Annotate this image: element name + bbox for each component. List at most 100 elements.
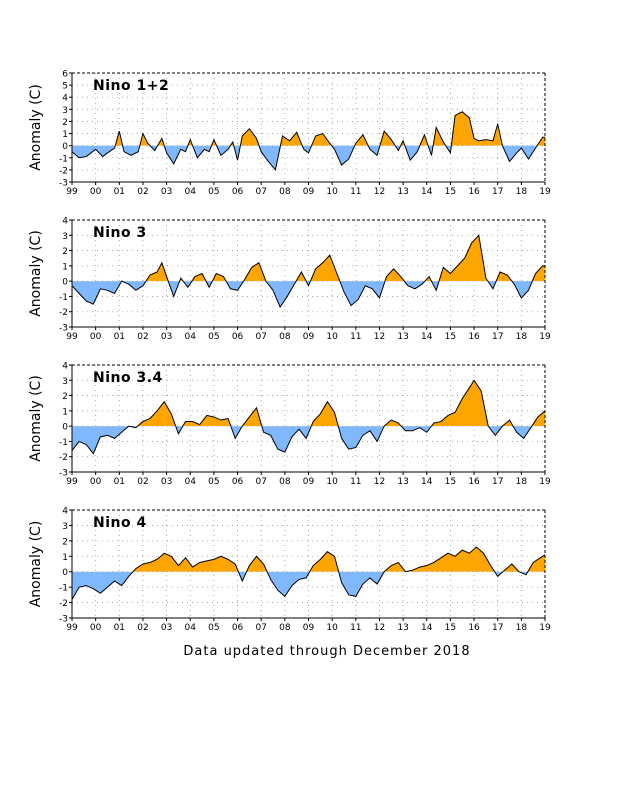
x-tick-label: 18	[516, 187, 528, 197]
x-tick-label: 08	[279, 623, 291, 633]
y-tick-label: 3	[62, 522, 68, 532]
x-tick-label: 19	[539, 187, 551, 197]
x-tick-label: 10	[326, 623, 338, 633]
panel-title: Nino 1+2	[93, 78, 169, 94]
x-tick-label: 16	[468, 332, 480, 342]
panel-title: Nino 4	[93, 515, 147, 531]
x-tick-label: 04	[185, 477, 197, 487]
x-tick-label: 02	[137, 187, 148, 197]
x-tick-label: 05	[208, 332, 219, 342]
x-tick-label: 09	[303, 623, 315, 633]
update-footer: Data updated through December 2018	[183, 644, 470, 659]
y-axis-label: Anomaly (C)	[28, 521, 44, 608]
x-tick-label: 14	[421, 332, 433, 342]
x-tick-label: 07	[255, 332, 266, 342]
x-tick-label: 14	[421, 623, 433, 633]
y-tick-label: 3	[62, 106, 68, 116]
y-tick-label: 2	[62, 392, 68, 402]
x-tick-label: 99	[66, 477, 78, 487]
panel-title: Nino 3.4	[93, 370, 163, 386]
x-tick-label: 19	[539, 332, 551, 342]
negative-anomaly-fill	[72, 281, 533, 308]
y-tick-label: 3	[62, 377, 68, 387]
x-tick-label: 11	[350, 623, 361, 633]
negative-anomaly-fill	[72, 145, 545, 170]
y-tick-label: 3	[62, 232, 68, 242]
y-tick-label: 2	[62, 537, 68, 547]
x-tick-label: 01	[114, 477, 125, 487]
x-tick-label: 19	[539, 477, 551, 487]
x-tick-label: 17	[492, 332, 503, 342]
x-tick-label: 08	[279, 187, 291, 197]
y-axis-label: Anomaly (C)	[28, 84, 44, 171]
x-tick-label: 06	[232, 477, 244, 487]
x-tick-label: 02	[137, 477, 148, 487]
x-tick-label: 02	[137, 332, 148, 342]
x-tick-label: 13	[397, 623, 408, 633]
x-tick-label: 04	[185, 332, 197, 342]
anomaly-series-line	[71, 234, 545, 309]
x-tick-label: 12	[374, 187, 385, 197]
y-tick-label: 0	[62, 568, 68, 578]
x-tick-label: 11	[350, 477, 361, 487]
positive-anomaly-fill	[72, 380, 545, 427]
x-tick-label: 06	[232, 623, 244, 633]
x-tick-label: 15	[445, 623, 456, 633]
x-tick-label: 11	[350, 332, 361, 342]
y-tick-label: 4	[62, 507, 68, 517]
x-tick-label: 08	[279, 477, 291, 487]
x-tick-label: 05	[208, 477, 219, 487]
x-tick-label: 12	[374, 623, 385, 633]
x-tick-label: 11	[350, 187, 361, 197]
x-tick-label: 03	[161, 332, 172, 342]
y-tick-label: -1	[59, 438, 68, 448]
x-tick-label: 10	[326, 477, 338, 487]
y-tick-label: -2	[59, 453, 68, 463]
y-tick-label: 5	[62, 82, 68, 92]
x-tick-label: 00	[90, 623, 102, 633]
y-tick-label: 1	[62, 553, 68, 563]
x-tick-label: 06	[232, 332, 244, 342]
x-tick-label: 09	[303, 332, 315, 342]
y-axis-label: Anomaly (C)	[28, 375, 44, 462]
x-tick-label: 13	[397, 187, 408, 197]
y-tick-label: 4	[62, 217, 68, 227]
y-axis-label: Anomaly (C)	[28, 230, 44, 317]
x-tick-label: 17	[492, 623, 503, 633]
y-tick-label: -2	[59, 308, 68, 318]
x-tick-label: 15	[445, 187, 456, 197]
x-tick-label: 17	[492, 477, 503, 487]
y-tick-label: 0	[62, 142, 68, 152]
x-tick-label: 10	[326, 332, 338, 342]
y-tick-label: -3	[59, 615, 68, 625]
x-tick-label: 05	[208, 623, 219, 633]
x-tick-label: 19	[539, 623, 551, 633]
y-tick-label: 4	[62, 94, 68, 104]
x-tick-label: 12	[374, 477, 385, 487]
x-tick-label: 99	[66, 623, 78, 633]
y-tick-label: 1	[62, 262, 68, 272]
x-tick-label: 15	[445, 332, 456, 342]
x-tick-label: 04	[185, 623, 197, 633]
x-tick-label: 09	[303, 187, 315, 197]
x-tick-label: 07	[255, 623, 266, 633]
x-tick-label: 18	[516, 623, 528, 633]
x-tick-label: 15	[445, 477, 456, 487]
y-tick-label: 2	[62, 118, 68, 128]
y-tick-label: 0	[62, 423, 68, 433]
x-tick-label: 01	[114, 623, 125, 633]
x-tick-label: 03	[161, 187, 172, 197]
y-tick-label: 1	[62, 130, 68, 140]
x-tick-label: 16	[468, 477, 480, 487]
y-tick-label: -1	[59, 293, 68, 303]
y-tick-label: 2	[62, 247, 68, 257]
x-tick-label: 01	[114, 187, 125, 197]
y-tick-label: -1	[59, 154, 68, 164]
x-tick-label: 06	[232, 187, 244, 197]
negative-anomaly-fill	[72, 426, 532, 454]
